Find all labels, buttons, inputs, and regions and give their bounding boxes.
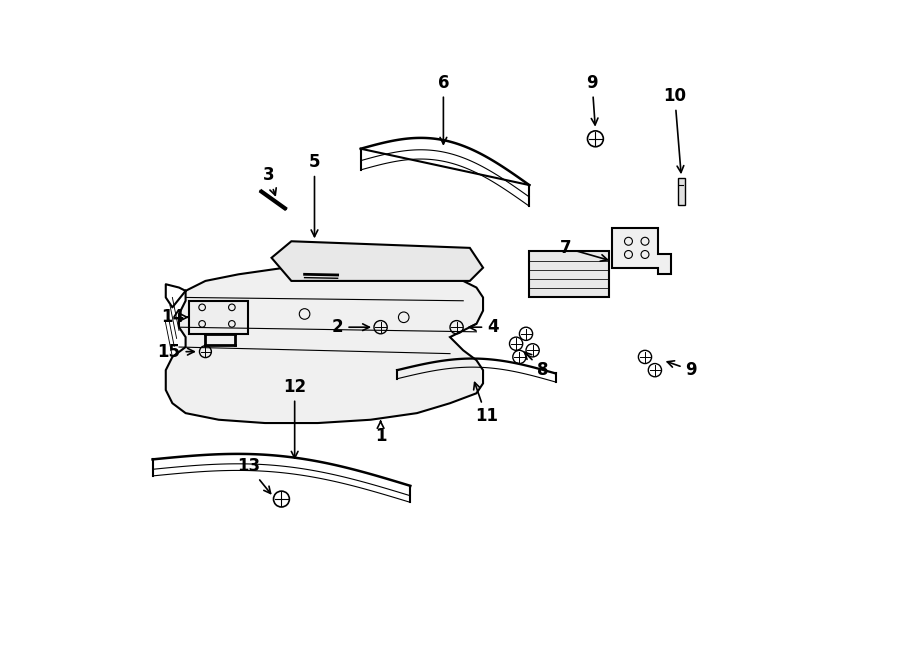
Text: 2: 2 — [332, 318, 369, 336]
Polygon shape — [529, 251, 608, 297]
Text: 14: 14 — [161, 308, 187, 327]
Text: 12: 12 — [284, 377, 306, 458]
Text: 3: 3 — [263, 166, 276, 195]
PathPatch shape — [166, 264, 483, 423]
Text: 1: 1 — [374, 421, 386, 446]
Text: 7: 7 — [560, 239, 608, 261]
Text: 10: 10 — [663, 87, 686, 173]
Text: 4: 4 — [469, 318, 499, 336]
Text: 11: 11 — [473, 383, 498, 426]
Polygon shape — [612, 228, 671, 274]
Text: 9: 9 — [667, 361, 698, 379]
Polygon shape — [189, 301, 248, 334]
Text: 15: 15 — [158, 342, 194, 361]
Text: 6: 6 — [437, 73, 449, 144]
Polygon shape — [678, 178, 685, 205]
Text: 5: 5 — [309, 153, 320, 237]
Text: 13: 13 — [237, 457, 271, 494]
Text: 9: 9 — [586, 73, 598, 125]
Polygon shape — [272, 241, 483, 281]
Text: 8: 8 — [525, 352, 548, 379]
